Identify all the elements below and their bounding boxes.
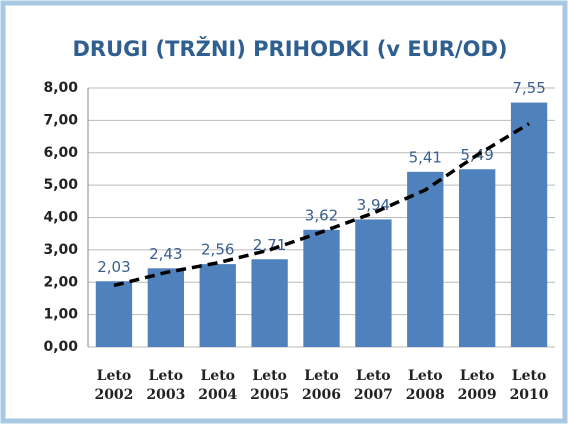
bar (459, 169, 496, 347)
bar (95, 281, 133, 347)
data-label: 3,94 (357, 196, 390, 214)
y-tick-label: 0,00 (43, 339, 78, 355)
x-tick-label: Leto 2006 (302, 368, 341, 403)
y-tick-label: 5,00 (43, 177, 78, 193)
chart-title: DRUGI (TRŽNI) PRIHODKI (v EUR/OD) (73, 36, 508, 61)
bar (355, 219, 392, 347)
bar (199, 264, 236, 347)
x-tick-label: Leto 2010 (509, 368, 549, 403)
y-tick-label: 3,00 (43, 242, 78, 258)
x-tick-label: Leto 2004 (198, 368, 238, 403)
data-label: 2,56 (201, 241, 234, 259)
bar (510, 102, 548, 347)
y-tick-label: 4,00 (43, 210, 78, 226)
x-tick-label: Leto 2007 (353, 368, 393, 403)
y-tick-label: 2,00 (43, 274, 78, 290)
data-label: 2,03 (97, 258, 130, 276)
y-tick-label: 8,00 (43, 80, 78, 96)
x-tick-label: Leto 2008 (405, 368, 445, 403)
x-tick-label: Leto 2002 (94, 368, 134, 403)
bar (251, 259, 288, 347)
data-label: 2,71 (253, 236, 286, 254)
trend-line (113, 122, 530, 288)
bar (303, 229, 340, 347)
x-tick-label: Leto 2003 (146, 368, 186, 403)
bar (147, 268, 184, 347)
x-tick-label: Leto 2005 (250, 368, 290, 403)
data-label: 5,41 (409, 148, 442, 166)
y-tick-label: 1,00 (43, 307, 78, 323)
data-label: 3,62 (305, 206, 338, 224)
x-tick-label: Leto 2009 (457, 368, 497, 403)
data-label: 7,55 (512, 79, 545, 97)
y-tick-label: 6,00 (43, 145, 78, 161)
data-label: 2,43 (149, 245, 182, 263)
y-tick-label: 7,00 (43, 112, 78, 128)
bar (407, 171, 444, 347)
